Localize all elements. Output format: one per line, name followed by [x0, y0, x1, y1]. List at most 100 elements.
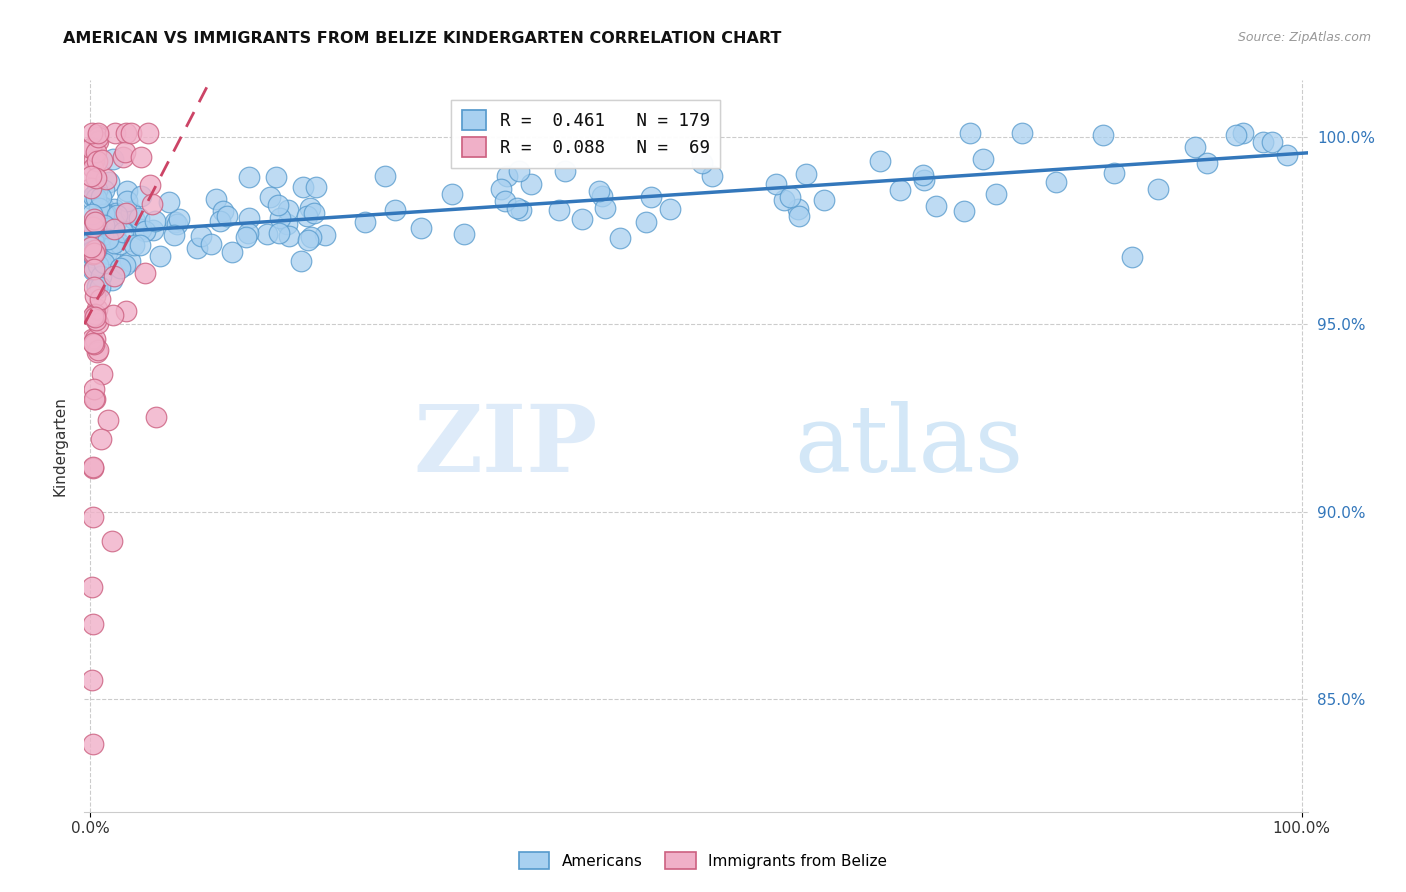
- Point: [235, 230, 257, 244]
- Point: [205, 192, 228, 206]
- Point: [96, 244, 118, 259]
- Point: [80, 240, 103, 254]
- Point: [609, 231, 631, 245]
- Point: [571, 211, 593, 226]
- Legend: R =  0.461   N = 179, R =  0.088   N =  69: R = 0.461 N = 179, R = 0.088 N = 69: [451, 100, 720, 168]
- Point: [588, 185, 610, 199]
- Point: [80, 141, 103, 155]
- Point: [83, 237, 105, 252]
- Point: [87, 201, 110, 215]
- Point: [145, 409, 167, 424]
- Point: [911, 168, 934, 182]
- Point: [89, 279, 111, 293]
- Point: [238, 211, 260, 225]
- Point: [80, 246, 103, 260]
- Point: [83, 211, 105, 226]
- Point: [101, 272, 124, 286]
- Point: [134, 224, 156, 238]
- Point: [84, 215, 107, 229]
- Point: [506, 202, 529, 216]
- Point: [101, 152, 124, 166]
- Point: [87, 227, 110, 241]
- Point: [82, 246, 104, 260]
- Point: [959, 126, 981, 140]
- Point: [115, 206, 138, 220]
- Point: [97, 213, 120, 227]
- Point: [86, 215, 108, 229]
- Point: [84, 171, 107, 186]
- Point: [84, 219, 107, 234]
- Point: [83, 233, 105, 247]
- Point: [114, 258, 136, 272]
- Point: [98, 232, 121, 246]
- Point: [87, 128, 110, 143]
- Point: [787, 209, 810, 223]
- Point: [299, 201, 322, 215]
- Point: [984, 186, 1007, 201]
- Point: [149, 248, 172, 262]
- Point: [794, 168, 817, 182]
- Point: [93, 183, 115, 197]
- Point: [84, 392, 107, 407]
- Point: [779, 190, 801, 204]
- Point: [98, 175, 121, 189]
- Y-axis label: Kindergarten: Kindergarten: [52, 396, 67, 496]
- Text: ZIP: ZIP: [413, 401, 598, 491]
- Point: [82, 737, 104, 751]
- Point: [1225, 128, 1247, 143]
- Point: [238, 227, 260, 241]
- Point: [84, 145, 107, 159]
- Point: [90, 216, 112, 230]
- Point: [548, 203, 571, 218]
- Point: [96, 207, 118, 221]
- Point: [117, 184, 139, 198]
- Point: [122, 211, 145, 226]
- Point: [83, 245, 105, 260]
- Point: [82, 220, 104, 235]
- Point: [83, 239, 105, 253]
- Point: [101, 308, 124, 322]
- Text: atlas: atlas: [794, 401, 1024, 491]
- Point: [269, 211, 291, 225]
- Point: [129, 150, 152, 164]
- Legend: Americans, Immigrants from Belize: Americans, Immigrants from Belize: [513, 846, 893, 875]
- Point: [90, 257, 112, 271]
- Point: [86, 301, 108, 316]
- Point: [972, 152, 994, 166]
- Point: [87, 134, 110, 148]
- Point: [554, 164, 576, 178]
- Point: [89, 237, 111, 252]
- Point: [84, 313, 107, 327]
- Point: [84, 223, 107, 237]
- Point: [190, 229, 212, 244]
- Point: [91, 153, 114, 167]
- Point: [90, 244, 112, 259]
- Point: [84, 332, 107, 346]
- Point: [166, 217, 188, 231]
- Point: [1251, 135, 1274, 149]
- Point: [520, 178, 543, 192]
- Point: [83, 279, 105, 293]
- Point: [84, 215, 107, 229]
- Point: [869, 153, 891, 168]
- Point: [925, 199, 948, 213]
- Point: [354, 215, 377, 229]
- Point: [82, 239, 104, 253]
- Point: [84, 235, 107, 249]
- Point: [86, 259, 108, 273]
- Point: [86, 153, 108, 168]
- Point: [305, 179, 328, 194]
- Point: [163, 227, 186, 242]
- Point: [129, 189, 152, 203]
- Point: [111, 150, 134, 164]
- Point: [208, 214, 231, 228]
- Point: [82, 126, 104, 140]
- Point: [299, 230, 322, 244]
- Point: [80, 169, 103, 183]
- Point: [86, 279, 108, 293]
- Point: [266, 198, 288, 212]
- Text: Source: ZipAtlas.com: Source: ZipAtlas.com: [1237, 31, 1371, 45]
- Point: [82, 189, 104, 203]
- Point: [80, 673, 103, 688]
- Point: [108, 237, 131, 252]
